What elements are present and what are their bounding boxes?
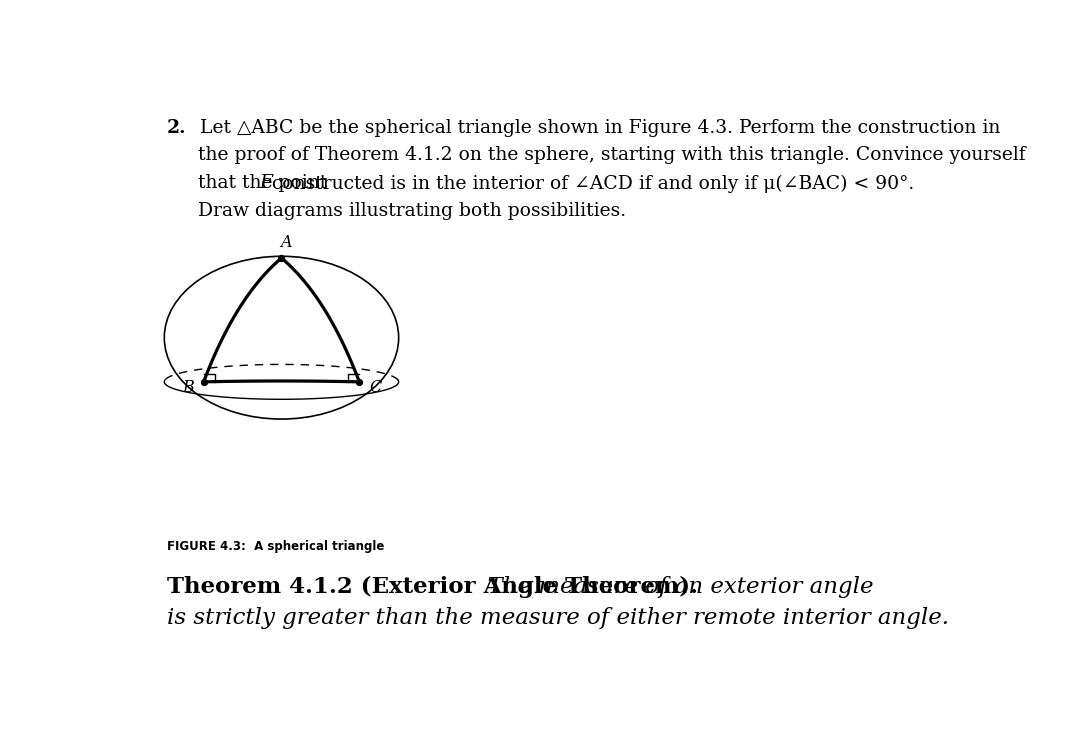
Text: Theorem 4.1.2 (Exterior Angle Theorem).: Theorem 4.1.2 (Exterior Angle Theorem).	[166, 576, 698, 598]
Text: The measure of an exterior angle: The measure of an exterior angle	[476, 576, 874, 598]
Text: constructed is in the interior of ∠ACD if and only if μ(∠BAC) < 90°.: constructed is in the interior of ∠ACD i…	[266, 174, 914, 193]
Text: C: C	[369, 379, 381, 396]
Text: is strictly greater than the measure of either remote interior angle.: is strictly greater than the measure of …	[166, 607, 949, 629]
Text: Draw diagrams illustrating both possibilities.: Draw diagrams illustrating both possibil…	[198, 202, 626, 220]
Text: 2.: 2.	[166, 119, 187, 137]
Text: Let △ABC be the spherical triangle shown in Figure 4.3. Perform the construction: Let △ABC be the spherical triangle shown…	[193, 119, 1000, 137]
Text: B: B	[181, 379, 193, 396]
Point	[195, 376, 213, 388]
Text: A: A	[280, 234, 292, 251]
Point	[273, 252, 291, 264]
Text: FIGURE 4.3:  A spherical triangle: FIGURE 4.3: A spherical triangle	[166, 540, 384, 553]
Text: F: F	[259, 174, 272, 193]
Text: the proof of Theorem 4.1.2 on the sphere, starting with this triangle. Convince : the proof of Theorem 4.1.2 on the sphere…	[198, 146, 1025, 165]
Point	[351, 376, 368, 388]
Text: that the point: that the point	[198, 174, 333, 193]
